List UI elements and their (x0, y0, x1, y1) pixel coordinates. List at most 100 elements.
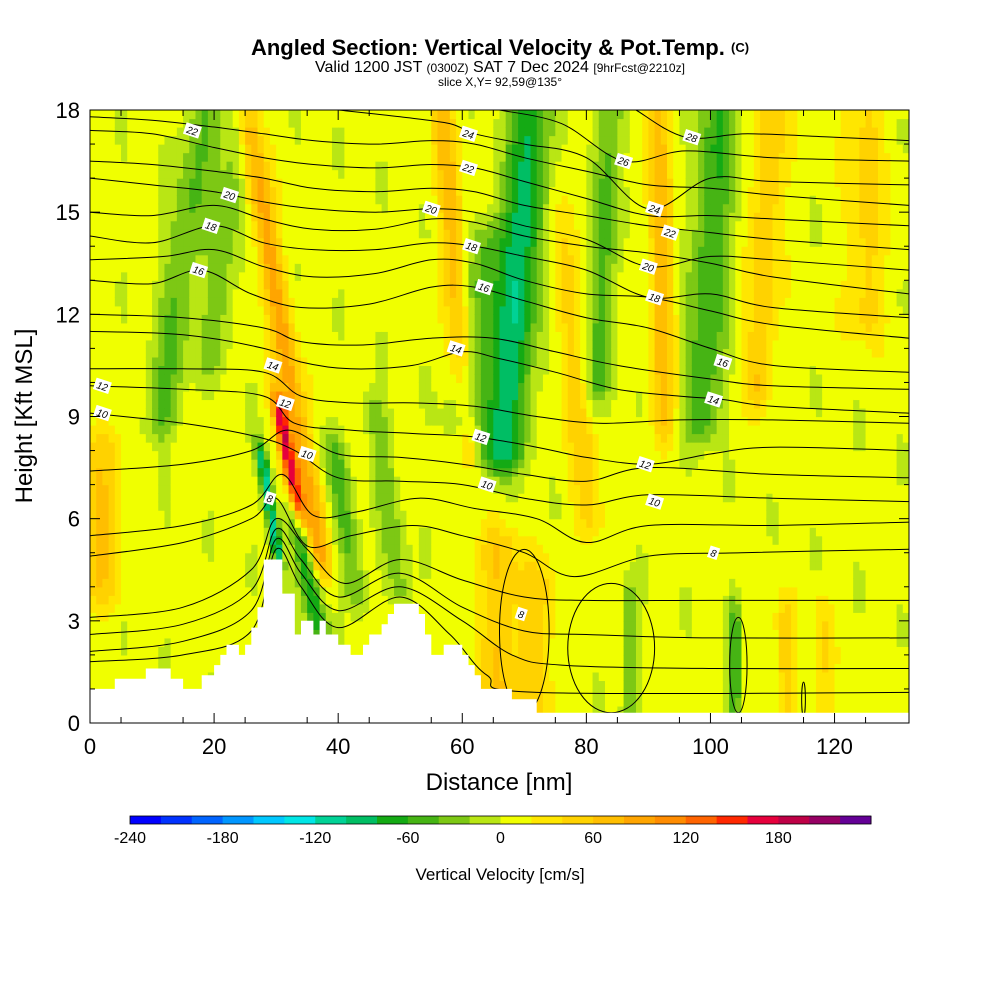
velocity-cell (207, 110, 215, 120)
velocity-cell (462, 135, 470, 145)
velocity-cell (170, 399, 178, 409)
velocity-cell (183, 271, 190, 281)
velocity-cell (425, 195, 432, 205)
velocity-cell (387, 229, 395, 239)
velocity-cell (443, 382, 451, 392)
velocity-cell (195, 603, 203, 613)
velocity-cell (238, 637, 246, 647)
velocity-cell (121, 501, 128, 511)
velocity-cell (288, 161, 296, 171)
velocity-cell (400, 373, 408, 384)
velocity-cell (449, 127, 457, 137)
velocity-cell (114, 169, 122, 179)
velocity-cell (201, 297, 209, 307)
velocity-cell (102, 518, 110, 528)
velocity-cell (505, 620, 513, 630)
velocity-cell (331, 620, 339, 630)
velocity-cell (96, 118, 103, 128)
velocity-cell (437, 510, 445, 520)
velocity-cell (214, 501, 221, 511)
velocity-cell (133, 220, 141, 230)
velocity-cell (214, 152, 221, 162)
velocity-cell (300, 433, 308, 443)
velocity-cell (195, 629, 203, 639)
velocity-cell (387, 161, 395, 171)
velocity-cell (207, 595, 215, 605)
velocity-cell (300, 561, 308, 571)
velocity-cell (406, 442, 414, 452)
velocity-cell (133, 144, 141, 154)
velocity-cell (152, 280, 159, 290)
velocity-cell (487, 663, 494, 673)
velocity-cell (121, 510, 128, 520)
velocity-cell (96, 271, 103, 281)
velocity-cell (164, 169, 172, 179)
velocity-cell (356, 390, 364, 401)
velocity-cell (350, 620, 358, 630)
velocity-cell (468, 637, 476, 647)
velocity-cell (381, 442, 389, 452)
velocity-cell (487, 110, 494, 120)
velocity-cell (257, 135, 265, 145)
velocity-cell (226, 561, 234, 571)
velocity-cell (121, 365, 128, 375)
velocity-cell (176, 152, 184, 162)
velocity-cell (381, 212, 389, 222)
velocity-cell (108, 280, 116, 290)
velocity-cell (437, 501, 445, 511)
velocity-cell (288, 220, 296, 230)
velocity-cell (474, 263, 482, 273)
velocity-cell (108, 476, 116, 486)
velocity-cell (121, 484, 128, 494)
velocity-cell (338, 501, 345, 511)
velocity-cell (338, 195, 345, 205)
velocity-cell (276, 305, 283, 315)
velocity-cell (201, 603, 209, 613)
velocity-cell (195, 135, 203, 145)
velocity-cell (487, 518, 494, 528)
velocity-cell (96, 161, 103, 171)
velocity-cell (294, 127, 302, 137)
velocity-cell (443, 331, 451, 341)
velocity-cell (145, 110, 153, 120)
velocity-cell (189, 322, 197, 332)
velocity-cell (363, 195, 370, 205)
velocity-cell (400, 399, 408, 409)
velocity-cell (400, 331, 408, 341)
velocity-cell (456, 467, 463, 477)
velocity-cell (431, 467, 439, 477)
velocity-cell (493, 527, 501, 537)
velocity-cell (195, 637, 203, 647)
velocity-cell (505, 433, 513, 443)
velocity-cell (176, 501, 184, 511)
velocity-cell (381, 484, 389, 494)
velocity-cell (493, 382, 501, 392)
velocity-cell (480, 646, 488, 656)
velocity-cell (431, 390, 439, 401)
velocity-cell (294, 263, 302, 273)
velocity-cell (511, 144, 519, 154)
velocity-cell (145, 620, 153, 630)
velocity-cell (176, 433, 184, 443)
velocity-cell (164, 569, 172, 579)
velocity-cell (145, 467, 153, 477)
velocity-cell (363, 305, 370, 315)
velocity-cell (282, 110, 290, 120)
velocity-cell (214, 195, 221, 205)
velocity-cell (96, 450, 103, 460)
velocity-cell (350, 169, 358, 179)
velocity-cell (133, 212, 141, 222)
velocity-cell (294, 416, 302, 426)
velocity-cell (90, 459, 97, 469)
velocity-cell (90, 569, 97, 579)
velocity-cell (412, 229, 420, 239)
velocity-cell (269, 339, 277, 349)
velocity-cell (499, 637, 507, 647)
velocity-cell (183, 203, 190, 213)
velocity-cell (170, 527, 178, 537)
velocity-cell (468, 544, 476, 554)
velocity-cell (139, 348, 147, 358)
velocity-cell (170, 246, 178, 256)
velocity-cell (170, 493, 178, 503)
velocity-cell (276, 237, 283, 247)
